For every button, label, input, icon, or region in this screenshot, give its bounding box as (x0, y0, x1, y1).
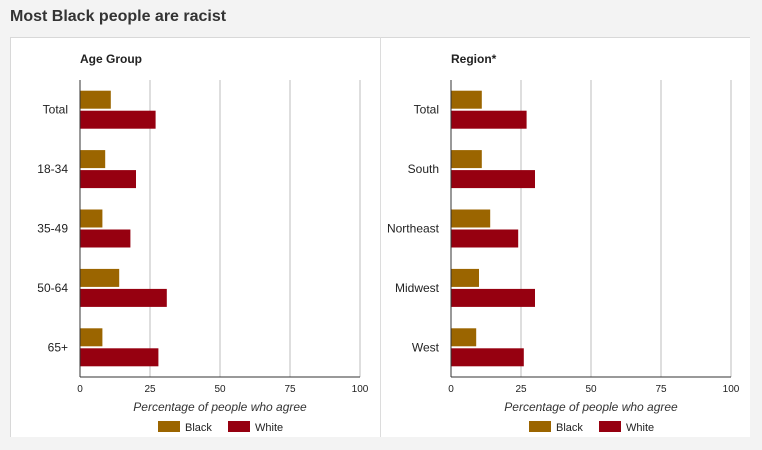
bar-white (451, 229, 519, 248)
x-tick-label: 25 (144, 384, 156, 395)
x-tick-label: 50 (214, 384, 226, 395)
bar-white (451, 110, 527, 129)
category-label: 65+ (48, 340, 68, 354)
legend-swatch-black (529, 421, 551, 432)
legend-label-white: White (255, 422, 283, 434)
x-tick-label: 75 (284, 384, 296, 395)
chart-region: Region* Total South Northeast Midwest West 0 25… (387, 52, 740, 434)
page-title: Most Black people are racist (10, 8, 227, 25)
bar-black (80, 150, 106, 169)
bar-white (80, 229, 131, 248)
panel-divider (380, 37, 381, 437)
bar-black (451, 268, 479, 287)
category-label: 50-64 (37, 281, 68, 295)
legend-label-black: Black (556, 422, 583, 434)
x-tick-label: 75 (655, 384, 667, 395)
category-label: Northeast (387, 222, 440, 236)
x-tick-label: 50 (585, 384, 597, 395)
category-label: 35-49 (37, 222, 68, 236)
legend-swatch-white (228, 421, 250, 432)
x-axis-title: Percentage of people who agree (133, 400, 307, 414)
x-tick-label: 0 (77, 384, 83, 395)
bar-black (451, 328, 477, 347)
category-label: Total (414, 103, 439, 117)
legend-label-black: Black (185, 422, 212, 434)
legend-swatch-white (599, 421, 621, 432)
x-tick-label: 100 (723, 384, 740, 395)
category-label: Midwest (395, 281, 440, 295)
x-tick-label: 25 (515, 384, 527, 395)
category-label: 18-34 (37, 162, 68, 176)
legend-label-white: White (626, 422, 654, 434)
category-label: West (412, 340, 440, 354)
bar-black (451, 209, 491, 228)
bar-black (80, 90, 111, 109)
bar-black (80, 328, 103, 347)
bar-white (80, 170, 136, 189)
category-label: Total (43, 103, 68, 117)
bar-white (80, 110, 156, 129)
bar-black (451, 150, 482, 169)
x-tick-label: 0 (448, 384, 454, 395)
bar-black (80, 268, 120, 287)
legend-swatch-black (158, 421, 180, 432)
bar-white (451, 348, 524, 367)
bar-white (80, 288, 167, 307)
chart-title: Age Group (80, 52, 142, 66)
chart-age-group: Age Group Total 18-34 35-49 50-64 65+ 0 25 50 75 1… (37, 52, 369, 434)
bar-white (451, 170, 535, 189)
bar-white (80, 348, 159, 367)
x-axis-title: Percentage of people who agree (504, 400, 678, 414)
x-tick-label: 100 (352, 384, 369, 395)
bar-black (80, 209, 103, 228)
bar-black (451, 90, 482, 109)
bar-white (451, 288, 535, 307)
category-label: South (408, 162, 439, 176)
chart-title: Region* (451, 52, 497, 66)
